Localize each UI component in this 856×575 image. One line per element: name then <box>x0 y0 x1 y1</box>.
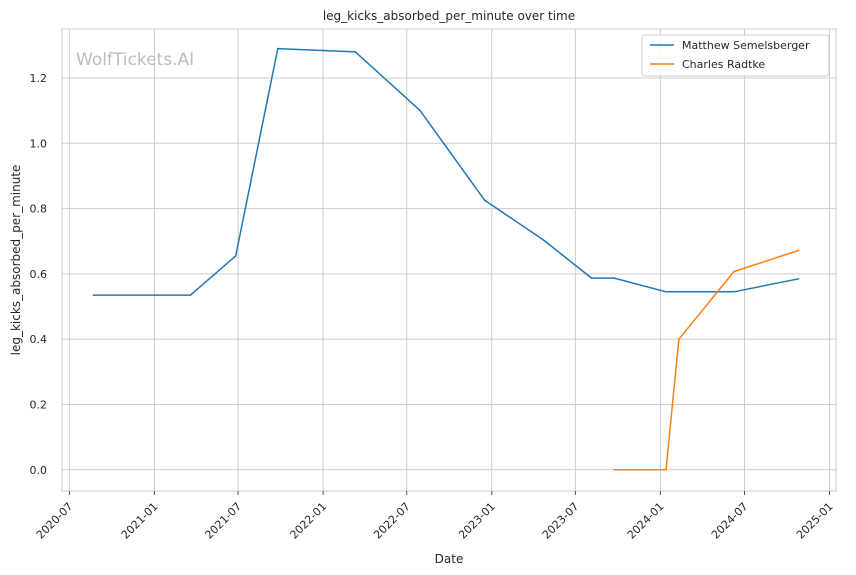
x-tick-label: 2025-01 <box>794 500 836 542</box>
legend-label-series-1: Matthew Semelsberger <box>682 39 810 52</box>
x-tick-label: 2021-07 <box>202 500 244 542</box>
data-point-series-1 <box>542 238 544 241</box>
x-tick-label: 2020-07 <box>34 500 76 542</box>
data-point-series-2 <box>733 270 735 273</box>
x-tick-label: 2023-07 <box>540 500 582 542</box>
y-tick-label: 0.4 <box>30 333 48 346</box>
data-point-series-1 <box>590 277 593 279</box>
data-point-series-1 <box>92 294 95 296</box>
x-tick-label: 2021-01 <box>119 500 161 542</box>
legend: Matthew Semelsberger Charles Radtke <box>641 34 830 77</box>
y-axis-ticks: 0.0 0.2 0.4 0.6 0.8 1.0 1.2 <box>30 72 48 477</box>
data-point-series-1 <box>613 277 615 279</box>
x-axis-label: Date <box>435 552 464 566</box>
data-point-series-1 <box>277 47 279 50</box>
data-point-series-2 <box>797 249 800 252</box>
y-tick-label: 1.0 <box>30 137 48 150</box>
x-tick-label: 2022-01 <box>288 500 330 542</box>
watermark-text: WolfTickets.AI <box>76 50 194 70</box>
x-axis-ticks: 2020-07 2021-01 2021-07 2022-01 2022-07 2023-… <box>34 491 836 542</box>
data-point-series-1 <box>234 255 237 257</box>
data-point-series-1 <box>665 291 667 293</box>
y-tick-label: 0.8 <box>30 203 48 216</box>
data-point-series-2 <box>665 469 667 471</box>
data-point-series-1 <box>797 278 800 280</box>
x-tick-label: 2022-07 <box>371 500 413 542</box>
data-point-series-1 <box>354 51 357 53</box>
series-line-1 <box>93 47 799 296</box>
x-tick-label: 2024-01 <box>625 500 667 542</box>
chart-title: leg_kicks_absorbed_per_minute over time <box>323 9 575 23</box>
x-tick-label: 2023-01 <box>456 500 498 542</box>
data-point-series-1 <box>419 109 421 112</box>
legend-label-series-2: Charles Radtke <box>682 58 765 71</box>
series-layer <box>92 47 800 471</box>
plot-area-frame <box>61 28 837 492</box>
y-tick-label: 0.6 <box>30 268 48 281</box>
data-point-series-1 <box>733 291 735 293</box>
data-point-series-1 <box>484 199 486 202</box>
y-tick-label: 0.0 <box>30 464 48 477</box>
data-point-series-2 <box>678 338 680 341</box>
data-point-series-2 <box>613 469 615 471</box>
grid-lines <box>62 29 836 491</box>
data-point-series-1 <box>189 294 192 296</box>
series-line-2 <box>614 249 799 471</box>
y-tick-label: 0.2 <box>30 398 48 411</box>
y-axis-label: leg_kicks_absorbed_per_minute <box>9 165 23 356</box>
y-tick-label: 1.2 <box>30 72 48 85</box>
legend-box <box>641 34 830 77</box>
x-tick-label: 2024-07 <box>709 500 751 542</box>
